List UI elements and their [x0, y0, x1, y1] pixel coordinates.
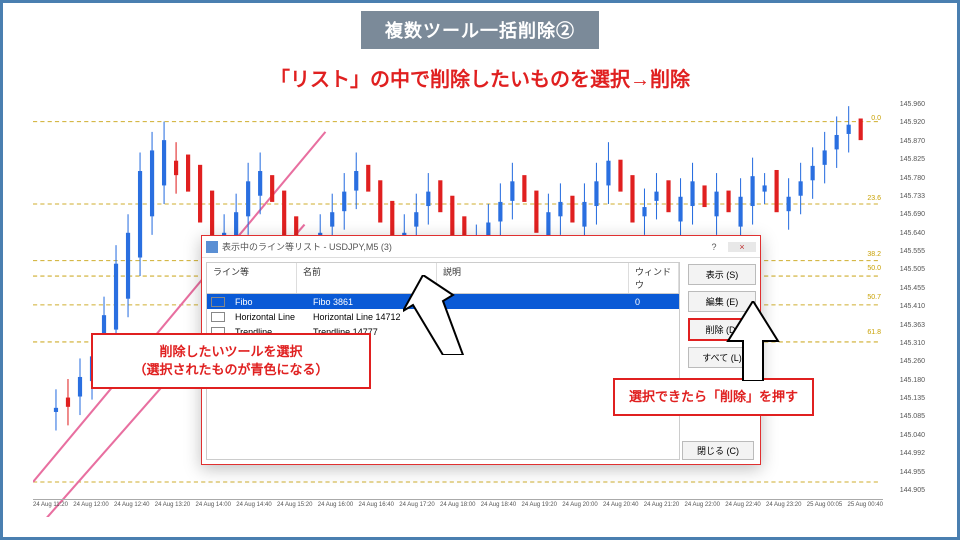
- row-win: 0: [629, 297, 679, 307]
- price-tick: 145.260: [900, 358, 925, 365]
- arrow-to-row: [403, 275, 473, 355]
- price-tick: 145.085: [900, 413, 925, 420]
- time-tick: 24 Aug 19:20: [522, 502, 557, 515]
- fib-label: 0.0: [871, 115, 881, 122]
- time-tick: 24 Aug 12:40: [114, 502, 149, 515]
- tutorial-slide: 複数ツール一括削除② 「リスト」の中で削除したいものを選択→削除 145.960…: [0, 0, 960, 540]
- banner-title: 複数ツール一括削除②: [361, 11, 599, 49]
- show-button[interactable]: 表示 (S): [688, 264, 756, 285]
- time-tick: 24 Aug 21:20: [644, 502, 679, 515]
- price-tick: 145.640: [900, 230, 925, 237]
- time-tick: 24 Aug 22:00: [685, 502, 720, 515]
- col-type[interactable]: ライン等: [207, 263, 297, 293]
- close-button[interactable]: 閉じる (C): [682, 441, 754, 460]
- col-win[interactable]: ウィンドウ: [629, 263, 679, 293]
- fib-label: 50.0: [867, 265, 881, 272]
- time-tick: 25 Aug 00:40: [848, 502, 883, 515]
- fib-label: 61.8: [867, 329, 881, 336]
- price-tick: 145.040: [900, 432, 925, 439]
- price-tick: 145.410: [900, 303, 925, 310]
- price-tick: 145.455: [900, 285, 925, 292]
- time-tick: 24 Aug 15:20: [277, 502, 312, 515]
- price-tick: 145.135: [900, 395, 925, 402]
- time-tick: 24 Aug 12:00: [73, 502, 108, 515]
- price-tick: 145.960: [900, 101, 925, 108]
- price-tick: 145.690: [900, 211, 925, 218]
- row-checkbox[interactable]: [211, 297, 225, 307]
- time-tick: 24 Aug 20:00: [562, 502, 597, 515]
- time-tick: 24 Aug 16:00: [318, 502, 353, 515]
- arrow-to-delete: [723, 301, 783, 381]
- time-tick: 24 Aug 14:40: [236, 502, 271, 515]
- price-tick: 145.920: [900, 119, 925, 126]
- time-tick: 24 Aug 11:20: [33, 502, 68, 515]
- price-tick: 144.905: [900, 487, 925, 494]
- price-tick: 145.733: [900, 193, 925, 200]
- price-tick: 145.363: [900, 322, 925, 329]
- callout-select: 削除したいツールを選択 （選択されたものが青色になる）: [91, 333, 371, 389]
- time-tick: 24 Aug 22:40: [725, 502, 760, 515]
- time-scale: 24 Aug 11:20 24 Aug 12:00 24 Aug 12:40 24 A…: [33, 499, 883, 517]
- fib-label: 38.2: [867, 251, 881, 258]
- fib-label: 50.7: [867, 294, 881, 301]
- price-tick: 144.955: [900, 469, 925, 476]
- time-tick: 25 Aug 00:05: [807, 502, 842, 515]
- help-icon[interactable]: ?: [700, 242, 728, 252]
- price-tick: 145.180: [900, 377, 925, 384]
- price-tick: 145.505: [900, 266, 925, 273]
- time-tick: 24 Aug 18:40: [481, 502, 516, 515]
- close-icon[interactable]: ×: [728, 242, 756, 252]
- price-scale: 145.960 145.920 145.870 145.825 145.780 145.7…: [883, 101, 927, 499]
- price-tick: 144.992: [900, 450, 925, 457]
- time-tick: 24 Aug 20:40: [603, 502, 638, 515]
- time-tick: 24 Aug 17:20: [399, 502, 434, 515]
- row-checkbox[interactable]: [211, 312, 225, 322]
- fib-label: 23.6: [867, 195, 881, 202]
- price-tick: 145.310: [900, 340, 925, 347]
- time-tick: 24 Aug 16:40: [359, 502, 394, 515]
- price-tick: 145.555: [900, 248, 925, 255]
- price-tick: 145.870: [900, 138, 925, 145]
- subtitle: 「リスト」の中で削除したいものを選択→削除: [270, 63, 690, 92]
- row-type: Fibo: [229, 297, 307, 307]
- dialog-titlebar: 表示中のライン等リスト - USDJPY,M5 (3) ? ×: [202, 236, 760, 258]
- dialog-title: 表示中のライン等リスト - USDJPY,M5 (3): [222, 240, 392, 253]
- time-tick: 24 Aug 14:00: [196, 502, 231, 515]
- row-type: Horizontal Line: [229, 312, 307, 322]
- dialog-app-icon: [206, 241, 218, 253]
- callout-delete: 選択できたら「削除」を押す: [613, 378, 814, 416]
- time-tick: 24 Aug 18:00: [440, 502, 475, 515]
- price-tick: 145.825: [900, 156, 925, 163]
- time-tick: 24 Aug 23:20: [766, 502, 801, 515]
- price-tick: 145.780: [900, 175, 925, 182]
- time-tick: 24 Aug 13:20: [155, 502, 190, 515]
